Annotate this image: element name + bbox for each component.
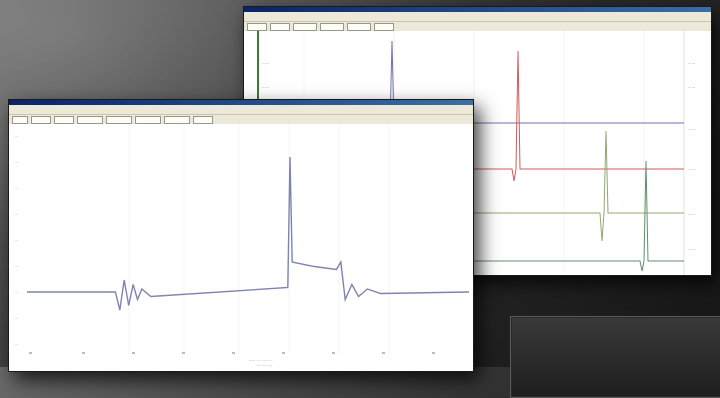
toolbar-button[interactable] <box>293 23 317 31</box>
toolbar-button[interactable] <box>164 116 190 124</box>
front-x-ticks <box>29 352 435 354</box>
toolbar-button[interactable] <box>135 116 161 124</box>
toolbar-button[interactable] <box>77 116 103 124</box>
front-window-titlebar[interactable] <box>9 100 473 105</box>
x-tick <box>29 352 32 354</box>
tick-label: -- <box>15 160 18 165</box>
front-grid <box>128 124 390 354</box>
waveform-trace <box>27 156 470 311</box>
channel-2-trace <box>258 50 684 182</box>
tick-label: -- <box>15 342 18 347</box>
tick-label: -- <box>15 238 18 243</box>
toolbar-button[interactable] <box>12 116 28 124</box>
tick-label: -- <box>15 134 18 139</box>
front-x-caption: ----- --- ------ -- -------- --- <box>249 358 273 367</box>
tick-label: -- -- <box>688 167 696 172</box>
caption-line: -------- --- <box>257 363 273 367</box>
tick-label: -- -- <box>688 85 696 90</box>
tick-label: -- <box>15 290 18 295</box>
back-right-ticks: -- -- -- -- -- -- -- -- -- -- -- -- <box>688 61 696 252</box>
tick-label: -- -- <box>688 61 696 66</box>
tick-label: -- <box>15 212 18 217</box>
toolbar-button[interactable] <box>270 23 290 31</box>
decorative-panel <box>510 316 720 398</box>
x-tick <box>282 352 285 354</box>
tick-label: -- -- <box>688 127 696 132</box>
channel-4-trace <box>258 160 684 272</box>
channel-3-trace <box>258 130 684 242</box>
tick-label: -- <box>15 264 18 269</box>
x-tick <box>232 352 235 354</box>
toolbar-button[interactable] <box>247 23 267 31</box>
x-tick <box>132 352 135 354</box>
x-tick <box>332 352 335 354</box>
toolbar-button[interactable] <box>320 23 344 31</box>
toolbar-button[interactable] <box>54 116 74 124</box>
caption-line: ----- --- ------ -- <box>249 358 273 362</box>
front-y-ticks: -- -- -- -- -- -- -- -- -- <box>15 134 18 347</box>
front-waveform-plot: -- -- -- -- -- -- -- -- -- <box>15 124 470 367</box>
back-window-titlebar[interactable] <box>244 7 711 12</box>
tick-label: -- <box>15 186 18 191</box>
x-tick <box>82 352 85 354</box>
x-tick <box>432 352 435 354</box>
front-waveform-window: -- -- -- -- -- -- -- -- -- <box>8 99 474 372</box>
toolbar-button[interactable] <box>374 23 394 31</box>
front-plot-area: -- -- -- -- -- -- -- -- -- <box>9 124 473 371</box>
tick-label: -- -- <box>262 61 270 66</box>
toolbar-button[interactable] <box>193 116 213 124</box>
toolbar-button[interactable] <box>347 23 371 31</box>
tick-label: -- -- <box>688 212 696 217</box>
tick-label: -- -- <box>688 247 696 252</box>
x-tick <box>382 352 385 354</box>
tick-label: -- -- <box>262 85 270 90</box>
toolbar-button[interactable] <box>106 116 132 124</box>
x-tick <box>182 352 185 354</box>
tick-label: -- <box>15 316 18 321</box>
back-window-menubar <box>244 12 711 22</box>
front-window-menubar <box>9 105 473 115</box>
toolbar-button[interactable] <box>31 116 51 124</box>
